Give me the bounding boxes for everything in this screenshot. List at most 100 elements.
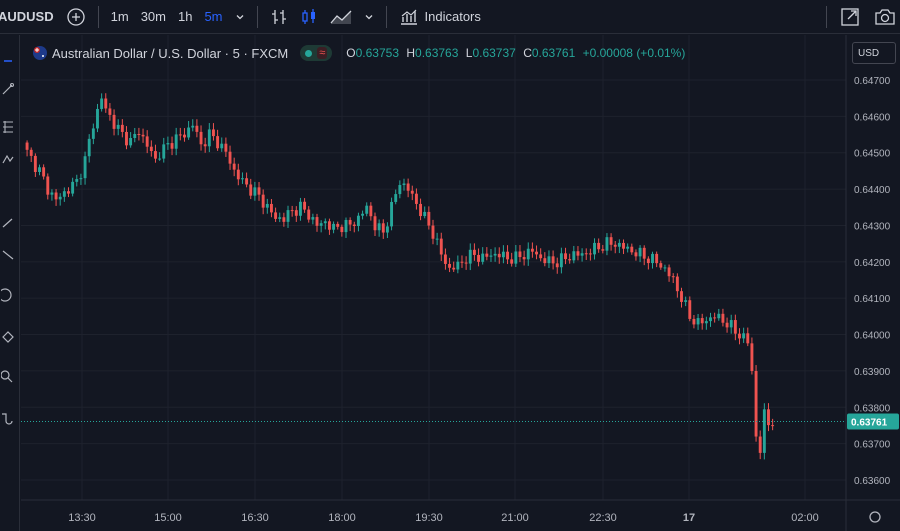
candle-body <box>646 258 650 264</box>
candle-body <box>551 256 555 264</box>
candles-style-button[interactable] <box>294 0 324 34</box>
candle-body <box>733 320 737 334</box>
candle-body <box>50 192 54 195</box>
candle-body <box>497 253 501 258</box>
interval-1h[interactable]: 1h <box>172 0 198 34</box>
x-tick-label: 19:30 <box>415 512 443 524</box>
emoji-icon[interactable] <box>0 287 16 303</box>
candle-body <box>555 263 559 268</box>
area-style-button[interactable] <box>324 0 358 34</box>
candle-body <box>38 167 41 172</box>
ruler-icon[interactable] <box>0 329 16 345</box>
cursor-icon[interactable] <box>0 53 16 69</box>
interval-30m[interactable]: 30m <box>135 0 172 34</box>
candle-body <box>729 320 733 328</box>
bar-style-button[interactable] <box>264 0 294 34</box>
candle-body <box>700 318 704 324</box>
interval-5m[interactable]: 5m <box>198 0 228 34</box>
candle-body <box>373 216 377 231</box>
candle-body <box>394 194 398 202</box>
candle-body <box>187 127 191 138</box>
interval-1h-label: 1h <box>177 9 193 24</box>
candle-body <box>303 201 307 210</box>
candle-body <box>203 144 207 147</box>
currency-button[interactable]: USD <box>852 42 896 64</box>
y-tick-label: 0.64700 <box>854 76 891 87</box>
prediction-icon[interactable] <box>0 215 16 231</box>
data-delay-icon: ≈ <box>317 47 328 59</box>
candle-body <box>253 187 257 196</box>
candle-body <box>398 185 402 195</box>
candle-body <box>154 151 157 159</box>
candle-body <box>721 313 725 323</box>
fullscreen-button[interactable] <box>834 0 866 34</box>
candle-body <box>680 291 683 302</box>
candle-body <box>609 237 613 245</box>
candle-body <box>158 158 162 160</box>
candle-body <box>274 212 278 219</box>
candle-body <box>514 251 518 264</box>
candle-body <box>617 242 621 247</box>
interval-5m-label: 5m <box>204 9 223 24</box>
settings-gear-icon[interactable] <box>869 511 881 523</box>
price-chart[interactable]: 0.64700 0.64600 0.64500 0.64400 0.64300 0.642… <box>21 35 900 531</box>
fib-icon[interactable] <box>0 119 16 135</box>
ohlc-values: O0.63753 H0.63763 L0.63737 C0.63761 +0.0… <box>346 46 689 60</box>
candle-body <box>506 251 509 260</box>
chart-type-dropdown[interactable] <box>358 0 380 34</box>
x-tick-label: 21:00 <box>501 512 529 524</box>
market-status-badge[interactable]: ≈ <box>300 45 333 61</box>
candle-body <box>597 242 601 250</box>
candle-body <box>717 313 721 319</box>
candle-body <box>356 215 360 227</box>
change-value: +0.00008 (+0.01%) <box>582 46 686 60</box>
candle-body <box>108 108 112 115</box>
text-icon[interactable] <box>0 247 16 263</box>
candle-body <box>116 124 120 129</box>
interval-1m[interactable]: 1m <box>105 0 135 34</box>
zoom-icon[interactable] <box>0 369 16 385</box>
high-value: 0.63763 <box>415 46 459 60</box>
symbol-search-button[interactable]: AUDUSD <box>0 0 60 34</box>
candle-body <box>684 300 688 302</box>
candle-body <box>738 333 741 339</box>
candle-body <box>443 254 447 264</box>
y-tick-label: 0.64100 <box>854 294 891 305</box>
expand-icon <box>841 7 859 26</box>
candle-body <box>369 205 373 217</box>
candle-body <box>634 252 638 257</box>
plus-circle-icon <box>66 7 85 26</box>
candle-body <box>348 219 352 225</box>
candle-body <box>688 300 692 319</box>
candle-body <box>307 209 311 220</box>
interval-dropdown[interactable] <box>229 0 251 34</box>
trend-line-icon[interactable] <box>0 81 16 97</box>
indicators-button[interactable]: Indicators <box>393 0 487 34</box>
candle-body <box>758 436 762 453</box>
candle-body <box>431 225 435 239</box>
last-price-badge <box>847 413 899 430</box>
candle-body <box>336 223 340 227</box>
x-tick-label: 15:00 <box>154 512 182 524</box>
magnet-icon[interactable] <box>0 411 16 427</box>
candle-body <box>286 210 290 222</box>
candle-body <box>725 322 729 328</box>
candle-body <box>344 219 348 233</box>
candle-body <box>746 333 750 344</box>
candle-body <box>435 238 439 240</box>
snapshot-button[interactable] <box>868 0 900 34</box>
pattern-icon[interactable] <box>0 151 16 167</box>
candle-body <box>530 248 534 252</box>
candle-body <box>452 267 456 270</box>
candle-body <box>236 169 240 180</box>
toolbar-divider <box>256 5 258 28</box>
candle-body <box>593 242 596 255</box>
candle-body <box>58 196 62 200</box>
candle-body <box>584 253 588 255</box>
candle-body <box>485 253 489 257</box>
candle-body <box>696 318 700 325</box>
candle-body <box>174 134 178 149</box>
candle-body <box>145 136 149 147</box>
compare-add-button[interactable] <box>60 0 92 34</box>
currency-label: USD <box>858 47 880 59</box>
